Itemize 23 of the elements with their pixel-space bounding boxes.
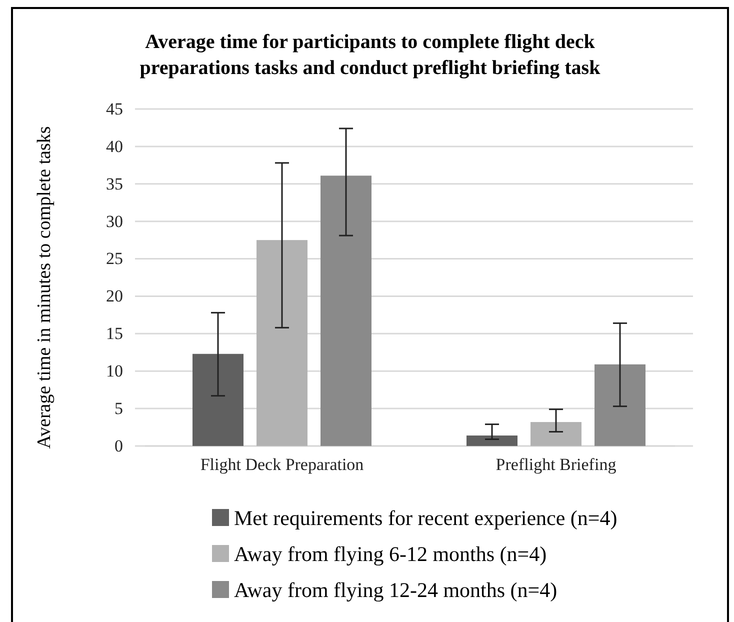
bar <box>320 176 372 446</box>
y-tick-label: 30 <box>106 212 123 231</box>
bar <box>530 422 582 446</box>
bar <box>466 436 518 446</box>
chart-title: Average time for participants to complete flight deck preparations tasks and conduct preflight briefing task <box>140 31 602 79</box>
legend-label: Met requirements for recent experience (n=4) <box>234 506 618 530</box>
x-tick-label: Flight Deck Preparation <box>200 455 364 474</box>
y-tick-label: 20 <box>106 286 123 306</box>
y-tick-label: 5 <box>114 398 123 418</box>
y-tick-label: 0 <box>114 436 123 456</box>
legend-label: Away from flying 6-12 months (n=4) <box>234 542 547 566</box>
bar <box>256 240 308 446</box>
y-tick-label: 15 <box>106 324 123 344</box>
y-tick-label: 25 <box>106 249 123 268</box>
y-tick-label: 35 <box>106 174 123 194</box>
y-tick-label: 10 <box>106 362 123 381</box>
x-tick-label: Preflight Briefing <box>496 455 617 474</box>
bar <box>594 364 646 446</box>
y-axis-title: Average time in minutes to complete tasks <box>34 126 55 449</box>
bar <box>192 354 244 446</box>
y-tick-label: 40 <box>106 136 123 156</box>
legend-label: Away from flying 12-24 months (n=4) <box>234 578 558 602</box>
y-tick-label: 45 <box>106 99 123 118</box>
